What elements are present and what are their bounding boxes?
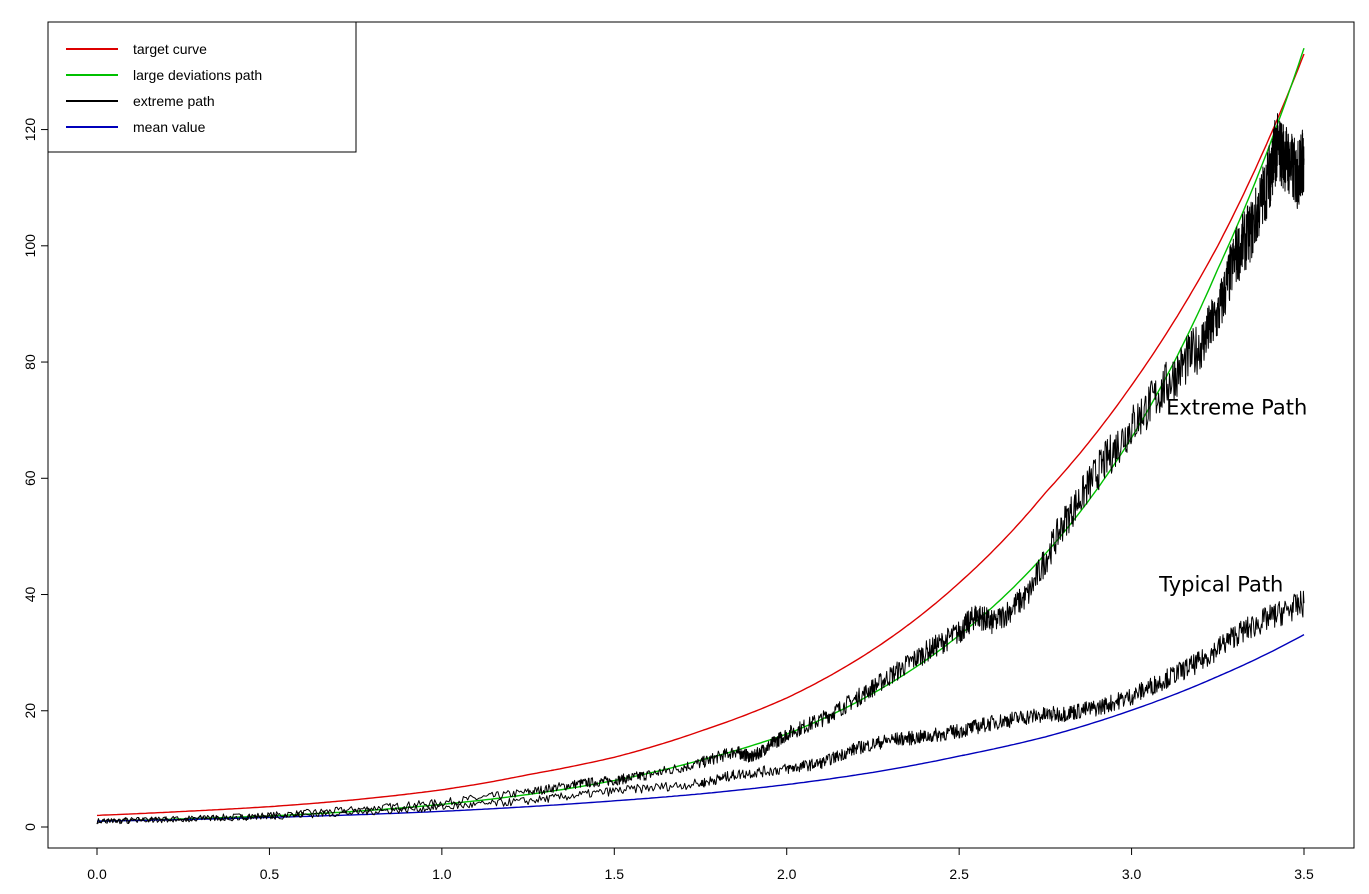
legend: target curve large deviations path extre… [47,21,357,153]
series-line-extreme-path [96,113,1305,825]
series-line-target-curve [96,53,1305,817]
legend-label-extreme-path: extreme path [133,93,215,109]
y-tick-label: 120 [22,118,38,142]
legend-label-target-curve: target curve [133,41,207,57]
x-tick-label: 1.0 [432,866,452,882]
x-tick-label: 3.5 [1294,866,1314,882]
x-tick-label: 2.5 [949,866,969,882]
x-tick-label: 0.0 [87,866,107,882]
annotations: Extreme Path Typical Path [1158,395,1307,596]
y-tick-label: 40 [22,587,38,603]
series-layer [96,47,1305,825]
x-tick-label: 0.5 [260,866,280,882]
y-tick-label: 60 [22,470,38,486]
y-tick-label: 0 [22,823,38,831]
legend-box [47,21,357,153]
plot-frame [47,21,1355,849]
y-tick-label: 20 [22,703,38,719]
y-tick-label: 80 [22,354,38,370]
y-tick-label: 100 [22,234,38,258]
axes: 0.0 0.5 1.0 1.5 2.0 2.5 3.0 3.5 0 20 40 60 80 100 120 [22,118,1314,882]
x-tick-label: 2.0 [777,866,797,882]
x-tick-label: 1.5 [605,866,625,882]
series-line-typical-path [96,590,1305,825]
annotation-label: Typical Path [1158,573,1283,597]
series-line-mean-value [96,633,1305,822]
annotation-label: Extreme Path [1166,395,1307,419]
x-tick-label: 3.0 [1122,866,1142,882]
legend-label-mean-value: mean value [133,119,206,135]
legend-label-large-deviations-path: large deviations path [133,67,262,83]
